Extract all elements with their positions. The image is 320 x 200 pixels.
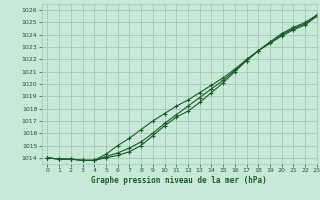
X-axis label: Graphe pression niveau de la mer (hPa): Graphe pression niveau de la mer (hPa) bbox=[91, 176, 267, 185]
